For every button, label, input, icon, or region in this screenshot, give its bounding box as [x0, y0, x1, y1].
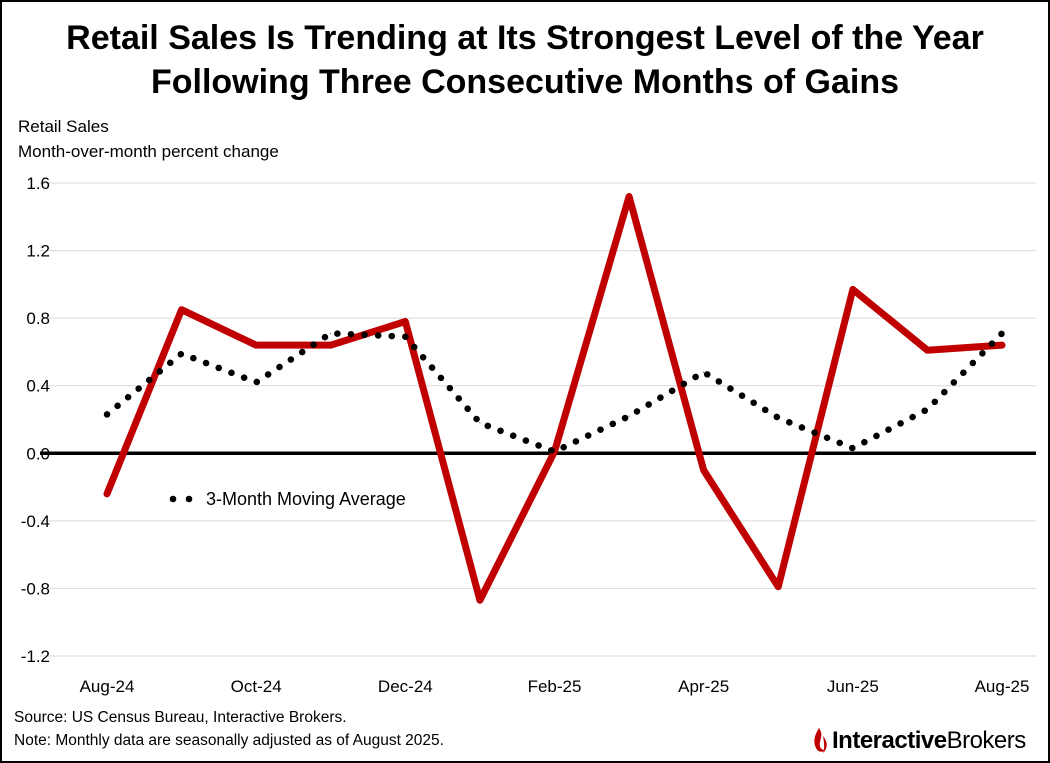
data-point-retail-sales — [852, 288, 854, 290]
data-point-moving-average — [479, 422, 481, 424]
series-line-moving-average — [103, 330, 1006, 455]
y-tick-label: 0.4 — [26, 377, 50, 396]
data-point-moving-average — [404, 336, 406, 338]
x-tick-label: Aug-24 — [80, 677, 135, 696]
chart-title: Retail Sales Is Trending at Its Stronges… — [2, 16, 1048, 104]
data-point-moving-average — [628, 415, 630, 417]
y-tick-label: -1.2 — [21, 647, 50, 666]
data-note: Note: Monthly data are seasonally adjust… — [14, 732, 444, 749]
brand-name-part-1: Interactive — [832, 727, 947, 754]
data-point-moving-average — [330, 332, 332, 334]
data-point-retail-sales — [1001, 344, 1003, 346]
x-tick-label: Dec-24 — [378, 677, 433, 696]
data-point-moving-average — [181, 353, 183, 355]
source-note: Source: US Census Bureau, Interactive Br… — [14, 709, 347, 726]
y-tick-label: 1.6 — [26, 174, 50, 193]
x-tick-label: Aug-25 — [975, 677, 1030, 696]
data-point-retail-sales — [330, 344, 332, 346]
x-tick-label: Apr-25 — [678, 677, 729, 696]
data-point-moving-average — [255, 381, 257, 383]
interactive-brokers-logo: Interactive Brokers — [810, 724, 1026, 758]
chart-subtitle-units: Month-over-month percent change — [18, 142, 279, 161]
data-point-moving-average — [106, 413, 108, 415]
legend-label-moving-average: 3-Month Moving Average — [206, 489, 406, 509]
y-tick-label: -0.8 — [21, 579, 50, 598]
brokers-flame-icon — [814, 728, 827, 753]
data-point-moving-average — [777, 417, 779, 419]
data-point-moving-average — [703, 371, 705, 373]
chart-subtitle-series: Retail Sales — [18, 117, 109, 136]
chart-title-line-2: Following Three Consecutive Months of Ga… — [150, 63, 900, 101]
y-tick-label: -0.4 — [21, 512, 50, 531]
y-tick-label: 1.2 — [26, 242, 50, 261]
x-tick-label: Oct-24 — [231, 677, 282, 696]
data-point-moving-average — [1001, 332, 1003, 334]
brand-name-part-2: Brokers — [946, 727, 1027, 754]
data-point-retail-sales — [181, 309, 183, 311]
x-tick-label: Feb-25 — [528, 677, 582, 696]
y-tick-label: 0.8 — [26, 309, 50, 328]
y-tick-label: 0.0 — [26, 444, 50, 463]
x-tick-label: Jun-25 — [827, 677, 879, 696]
data-point-moving-average — [554, 451, 555, 453]
line-chart: 1.6 1.2 0.8 0.4 0.0 -0.4 -0.8 -1.2 Aug-24 Oct-24 D… — [21, 174, 1036, 696]
series-line-retail-sales — [103, 193, 1006, 604]
data-point-retail-sales — [703, 469, 705, 471]
legend-swatch-dot — [185, 495, 193, 503]
data-point-retail-sales — [926, 349, 928, 351]
data-point-retail-sales — [628, 196, 630, 198]
data-point-retail-sales — [777, 586, 779, 588]
data-point-moving-average — [852, 447, 854, 449]
data-point-moving-average — [926, 408, 928, 410]
chart-title-line-1: Retail Sales Is Trending at Its Stronges… — [66, 19, 984, 57]
data-point-retail-sales — [255, 344, 257, 346]
data-point-retail-sales — [479, 599, 481, 601]
data-point-retail-sales — [404, 321, 406, 323]
data-point-retail-sales — [106, 493, 108, 495]
legend-swatch-dot — [169, 495, 177, 503]
